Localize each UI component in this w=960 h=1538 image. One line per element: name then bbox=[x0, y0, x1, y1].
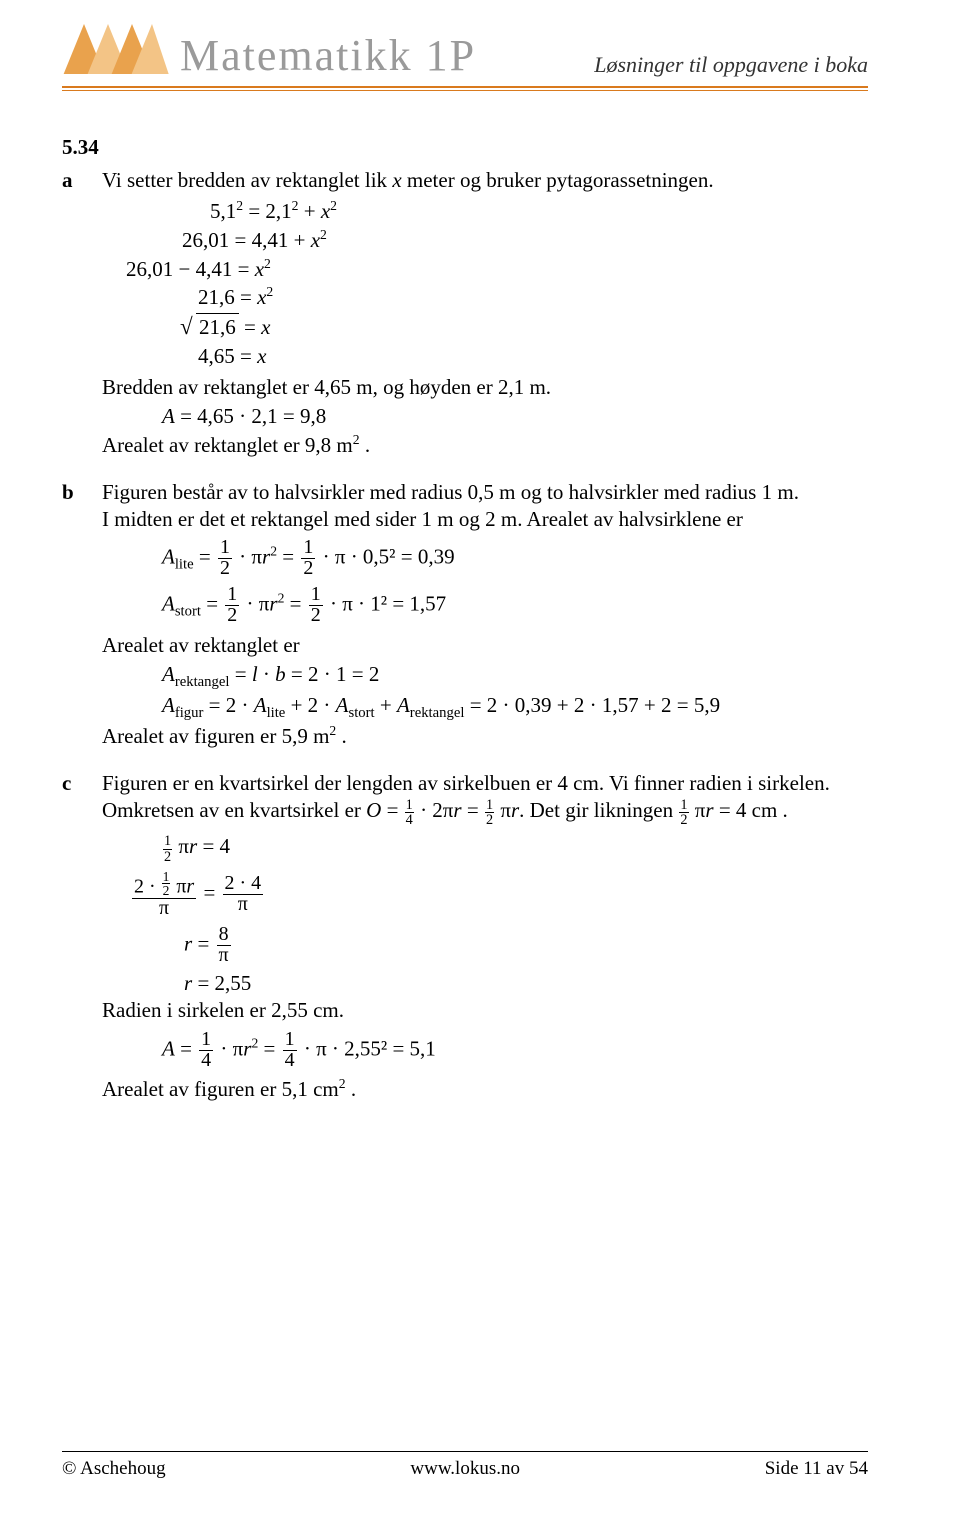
c-eq1: 12 πr = 4 bbox=[162, 833, 868, 864]
a-eqblock: 5,12 = 2,12 + x2 26,01 = 4,41 + x2 26,01… bbox=[162, 198, 868, 370]
a-eq2: 26,01 = 4,41 + x2 bbox=[182, 227, 868, 254]
page-header: Matematikk 1P Løsninger til oppgavene i … bbox=[0, 0, 960, 108]
c-eq2: 2 · 12 πrπ = 2 · 4π bbox=[130, 870, 868, 919]
c-line1: Figuren er en kvartsirkel der lengden av… bbox=[102, 770, 868, 797]
b-result: Arealet av figuren er 5,9 m2 bbox=[102, 723, 868, 750]
b-rekt-lead: Arealet av rektanglet er bbox=[102, 632, 868, 659]
a-eq4: 21,6 = x2 bbox=[198, 284, 868, 311]
a-eq6: 4,65 = x bbox=[198, 343, 868, 370]
part-c-body: Figuren er en kvartsirkel der lengden av… bbox=[102, 770, 868, 1104]
footer-left: © Aschehoug bbox=[62, 1458, 166, 1480]
logo-pattern-icon bbox=[62, 24, 170, 78]
b-A-figur: Afigur = 2 · Alite + 2 · Astort + Arekta… bbox=[162, 692, 868, 719]
part-letter: c bbox=[62, 770, 102, 797]
c-line2a: Omkretsen av en kvartsirkel er bbox=[102, 798, 366, 822]
part-letter: b bbox=[62, 479, 102, 506]
footer-rule bbox=[62, 1451, 868, 1452]
c-A-rhs: · π · 2,55² = 5,1 bbox=[299, 1036, 436, 1060]
part-b: b Figuren består av to halvsirkler med r… bbox=[62, 479, 868, 750]
b-line2: I midten er det et rektangel med sider 1… bbox=[102, 506, 868, 533]
header-rule-1 bbox=[62, 86, 868, 88]
logo-band: Matematikk 1P Løsninger til oppgavene i … bbox=[0, 24, 960, 94]
page-footer: © Aschehoug www.lokus.no Side 11 av 54 bbox=[62, 1451, 868, 1480]
c-radius-text: Radien i sirkelen er 2,55 cm. bbox=[102, 997, 868, 1024]
b-line1: Figuren består av to halvsirkler med rad… bbox=[102, 479, 868, 506]
c-line2: Omkretsen av en kvartsirkel er O = 14 · … bbox=[102, 797, 868, 828]
c-eq3: r = 8π bbox=[184, 925, 868, 966]
part-c: c Figuren er en kvartsirkel der lengden … bbox=[62, 770, 868, 1104]
part-b-body: Figuren består av to halvsirkler med rad… bbox=[102, 479, 868, 750]
header-rule-2 bbox=[62, 90, 868, 91]
c-result: Arealet av figuren er 5,1 cm2 bbox=[102, 1076, 868, 1103]
c-line2-mid: . Det gir likningen bbox=[519, 798, 678, 822]
b-A-lite-rhs: · π · 0,5² = 0,39 bbox=[317, 545, 454, 569]
a-intro: Vi setter bredden av rektanglet lik x me… bbox=[102, 167, 868, 194]
a-A-line: A = 4,65 · 2,1 = 9,8 bbox=[162, 403, 868, 430]
b-A-rekt: Arektangel = l · b = 2 · 1 = 2 bbox=[162, 661, 868, 688]
a-eq5: 21,6 = x bbox=[184, 313, 868, 341]
b-A-lite: Alite = 12 · πr2 = 12 · π · 0,5² = 0,39 bbox=[162, 538, 868, 579]
c-A: A = 14 · πr2 = 14 · π · 2,55² = 5,1 bbox=[162, 1030, 868, 1071]
c-eq4: r = 2,55 bbox=[184, 970, 868, 997]
problem-number: 5.34 bbox=[62, 134, 868, 161]
c-result-prefix: Arealet av figuren er bbox=[102, 1077, 282, 1101]
a-result-prefix: Arealet av rektanglet er bbox=[102, 433, 305, 457]
part-a-body: Vi setter bredden av rektanglet lik x me… bbox=[102, 167, 868, 459]
a-result: Arealet av rektanglet er 9,8 m2 bbox=[102, 432, 868, 459]
b-result-prefix: Arealet av figuren er bbox=[102, 724, 282, 748]
logo-title: Matematikk 1P bbox=[180, 30, 476, 81]
content-area: 5.34 a Vi setter bredden av rektanglet l… bbox=[62, 134, 868, 1123]
part-a: a Vi setter bredden av rektanglet lik x … bbox=[62, 167, 868, 459]
footer-center: www.lokus.no bbox=[410, 1458, 520, 1480]
a-eq1: 5,12 = 2,12 + x2 bbox=[210, 198, 868, 225]
b-A-figur-rhs: = 2 · 0,39 + 2 · 1,57 + 2 = 5,9 bbox=[464, 693, 720, 717]
b-A-stort: Astort = 12 · πr2 = 12 · π · 1² = 1,57 bbox=[162, 585, 868, 626]
footer-right: Side 11 av 54 bbox=[765, 1458, 868, 1480]
part-letter: a bbox=[62, 167, 102, 194]
b-A-stort-rhs: · π · 1² = 1,57 bbox=[325, 592, 446, 616]
a-width-line: Bredden av rektanglet er 4,65 m, og høyd… bbox=[102, 374, 868, 401]
header-subtitle: Løsninger til oppgavene i boka bbox=[594, 52, 868, 78]
a-eq3: 26,01 − 4,41 = x2 bbox=[126, 256, 868, 283]
